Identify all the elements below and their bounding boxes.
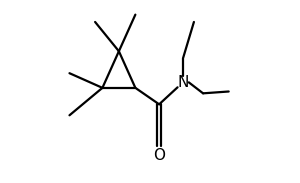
Text: N: N bbox=[177, 75, 189, 90]
Text: O: O bbox=[153, 148, 165, 163]
